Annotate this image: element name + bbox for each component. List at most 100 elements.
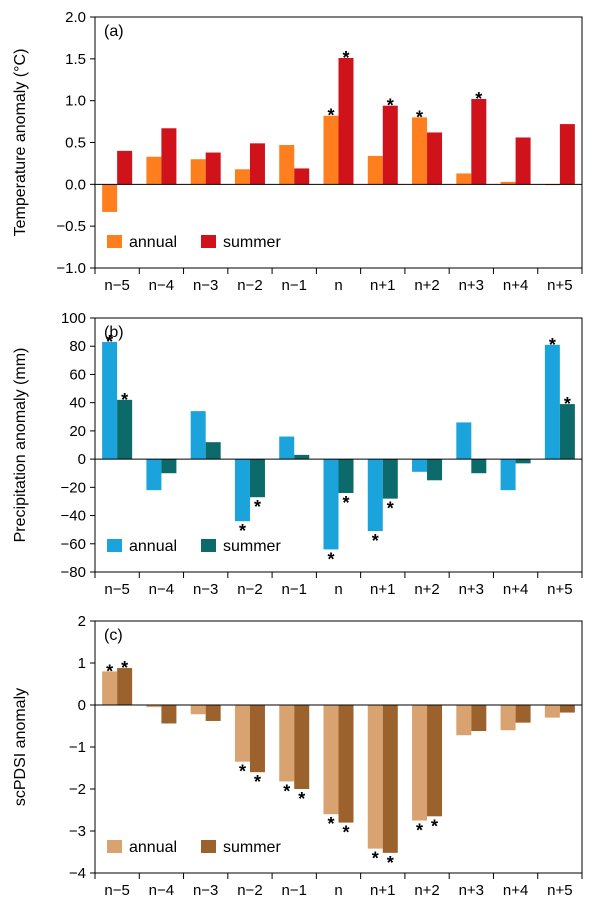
significance-marker: * <box>387 96 394 116</box>
bar-annual <box>412 117 428 185</box>
bar-summer <box>382 705 398 853</box>
legend-swatch-summer <box>201 539 216 552</box>
bar-summer <box>294 705 310 789</box>
bar-summer <box>294 168 310 185</box>
y-axis-label: Temperature anomaly (°C) <box>12 49 29 237</box>
significance-marker: * <box>387 853 394 873</box>
legend-label-summer: summer <box>223 234 281 251</box>
y-tick-label: 1.0 <box>65 93 86 110</box>
bar-summer <box>161 128 177 185</box>
significance-marker: * <box>121 390 128 410</box>
significance-marker: * <box>327 814 334 834</box>
y-tick-label: 80 <box>69 338 86 355</box>
panel-label: (c) <box>104 627 123 644</box>
y-tick-label: −4 <box>69 865 86 882</box>
x-tick-label: n+2 <box>414 277 439 294</box>
bar-summer <box>117 668 133 705</box>
significance-marker: * <box>431 816 438 836</box>
y-tick-label: −80 <box>61 564 86 581</box>
panel-2: 100 80 60 40 20 0 −20 −40 −60 −80 Precipitation an… <box>12 310 583 598</box>
bar-summer <box>205 152 221 185</box>
bar-summer <box>249 459 265 498</box>
significance-marker: * <box>254 497 261 517</box>
bar-annual <box>190 411 206 460</box>
x-tick-label: n−2 <box>237 882 262 899</box>
bar-annual <box>190 159 206 185</box>
bar-summer <box>559 404 575 460</box>
bar-annual <box>544 705 560 718</box>
bar-annual <box>323 459 339 550</box>
x-tick-label: n−4 <box>149 581 174 598</box>
legend-label-annual: annual <box>129 839 177 856</box>
significance-marker: * <box>121 658 128 678</box>
panel-3: 2 1 0 −1 −2 −3 −4 scPDSI anomaly (c) n−5 n−4 n−3 n−2… <box>12 613 583 899</box>
bar-summer <box>427 705 443 817</box>
x-tick-label: n <box>334 277 342 294</box>
bar-annual <box>500 459 516 491</box>
significance-marker: * <box>254 772 261 792</box>
bar-annual <box>367 155 383 185</box>
significance-marker: * <box>387 499 394 519</box>
y-tick-label: 2.0 <box>65 9 86 26</box>
x-tick-label: n−5 <box>104 277 129 294</box>
bar-summer <box>471 459 487 474</box>
panel-1: 2.0 1.5 1.0 0.5 0.0 −0.5 −1.0 Temperature anoma… <box>12 9 583 294</box>
y-tick-label: −40 <box>61 508 86 525</box>
plot-frame <box>94 317 583 573</box>
x-tick-label: n+5 <box>547 882 572 899</box>
bar-annual <box>146 459 162 491</box>
bar-annual <box>500 705 516 731</box>
y-tick-label: 0.5 <box>65 135 86 152</box>
bar-summer <box>382 459 398 499</box>
x-tick-label: n <box>334 882 342 899</box>
bar-annual <box>456 705 472 736</box>
bar-annual <box>412 705 428 821</box>
bar-summer <box>117 399 133 460</box>
panel-label: (a) <box>104 23 124 40</box>
legend-label-annual: annual <box>129 538 177 555</box>
bar-annual <box>234 169 250 185</box>
bar-summer <box>515 459 531 464</box>
bar-annual <box>146 705 162 708</box>
x-tick-label: n <box>334 581 342 598</box>
bar-annual <box>234 705 250 762</box>
panel-label: (b) <box>104 324 124 341</box>
bar-annual <box>279 705 295 782</box>
significance-marker: * <box>239 762 246 782</box>
legend-swatch-annual <box>107 840 122 853</box>
bar-summer <box>249 705 265 773</box>
x-tick-label: n−3 <box>193 882 218 899</box>
y-axis-label: Precipitation anomaly (mm) <box>12 348 29 543</box>
x-tick-label: n−3 <box>193 277 218 294</box>
bar-summer <box>559 124 575 185</box>
significance-marker: * <box>327 106 334 126</box>
x-tick-label: n+1 <box>370 882 395 899</box>
x-tick-label: n−2 <box>237 277 262 294</box>
legend-label-summer: summer <box>223 538 281 555</box>
x-tick-label: n−3 <box>193 581 218 598</box>
bar-annual <box>412 459 428 472</box>
y-tick-label: −20 <box>61 479 86 496</box>
bar-annual <box>146 156 162 185</box>
bar-annual <box>279 436 295 460</box>
y-tick-label: 2 <box>78 613 86 630</box>
x-tick-label: n−4 <box>149 277 174 294</box>
bar-annual <box>323 115 339 185</box>
bar-annual <box>367 705 383 849</box>
significance-marker: * <box>342 823 349 843</box>
legend-label-annual: annual <box>129 234 177 251</box>
x-tick-label: n+3 <box>459 882 484 899</box>
x-tick-label: n+1 <box>370 277 395 294</box>
x-tick-label: n+4 <box>503 277 528 294</box>
y-tick-label: −3 <box>69 823 86 840</box>
x-tick-label: n+5 <box>547 277 572 294</box>
y-tick-label: 0 <box>78 451 86 468</box>
bar-summer <box>294 454 310 460</box>
significance-marker: * <box>342 493 349 513</box>
y-tick-label: −60 <box>61 536 86 553</box>
y-tick-label: −1.0 <box>56 260 86 277</box>
legend-swatch-summer <box>201 840 216 853</box>
bar-summer <box>338 57 354 185</box>
x-tick-label: n−4 <box>149 882 174 899</box>
